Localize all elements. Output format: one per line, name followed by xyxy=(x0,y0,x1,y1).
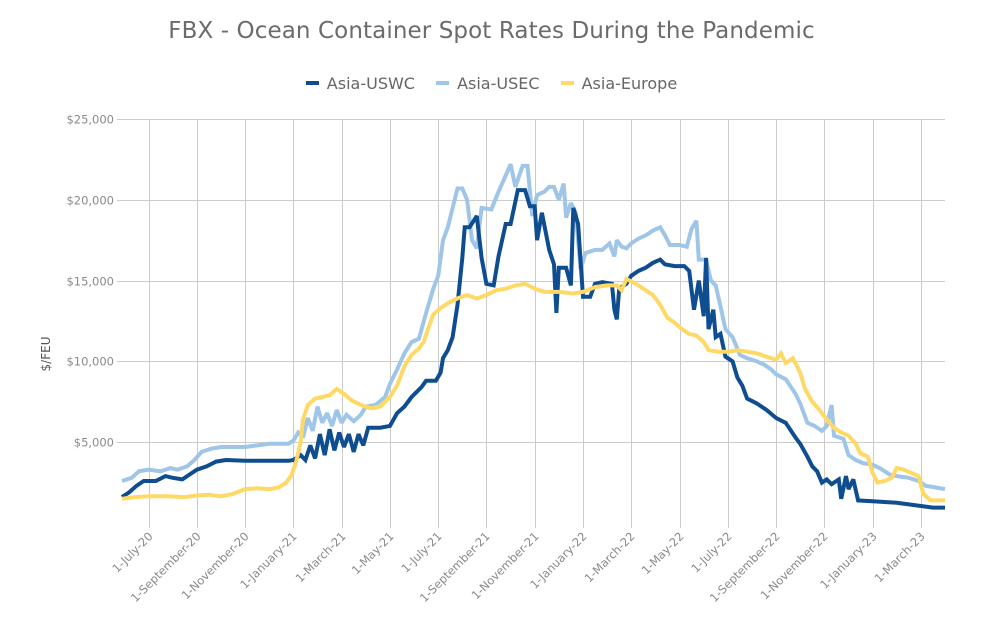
y-axis-tick-labels: $5,000 $10,000 $15,000 $20,000 $25,000 xyxy=(66,113,114,450)
x-tick-label: 1-May-21 xyxy=(349,529,397,577)
x-tick-label: 1-March-23 xyxy=(872,529,928,585)
y-tick-label: $15,000 xyxy=(66,275,114,289)
legend-swatch-asia-usec xyxy=(436,81,450,85)
chart-legend: Asia-USWC Asia-USEC Asia-Europe xyxy=(0,70,983,93)
y-tick-label: $5,000 xyxy=(74,436,114,450)
series-line-asia-uswc xyxy=(120,188,945,510)
legend-item-asia-uswc[interactable]: Asia-USWC xyxy=(305,73,415,93)
chart-title: FBX - Ocean Container Spot Rates During … xyxy=(168,18,815,44)
legend-label-asia-usec: Asia-USEC xyxy=(457,73,540,93)
x-tick-label: 1-July-20 xyxy=(109,529,155,575)
legend-label-asia-europe: Asia-Europe xyxy=(581,73,678,93)
x-tick-label: 1-March-22 xyxy=(582,529,638,585)
legend-item-asia-usec[interactable]: Asia-USEC xyxy=(436,73,540,93)
x-tick-label: 1-March-21 xyxy=(293,529,349,585)
legend-item-asia-europe[interactable]: Asia-Europe xyxy=(560,73,678,93)
y-axis-title: $/FEU xyxy=(39,337,53,372)
legend-swatch-asia-uswc xyxy=(305,81,319,85)
x-tick-label: 1-May-22 xyxy=(639,529,687,577)
x-tick-label: 1-July-21 xyxy=(398,529,444,575)
x-axis-tick-labels: 1-July-201-September-201-November-201-Ja… xyxy=(109,529,927,605)
y-tick-label: $20,000 xyxy=(66,194,114,208)
gridlines xyxy=(117,119,945,528)
y-tick-label: $10,000 xyxy=(66,355,114,369)
series-lines xyxy=(120,163,946,510)
y-tick-label: $25,000 xyxy=(66,113,114,127)
x-tick-label: 1-July-22 xyxy=(688,529,734,575)
series-line-asia-europe xyxy=(121,276,945,503)
legend-label-asia-uswc: Asia-USWC xyxy=(326,73,415,93)
legend-swatch-asia-europe xyxy=(560,81,574,85)
series-line-asia-usec xyxy=(121,163,946,492)
